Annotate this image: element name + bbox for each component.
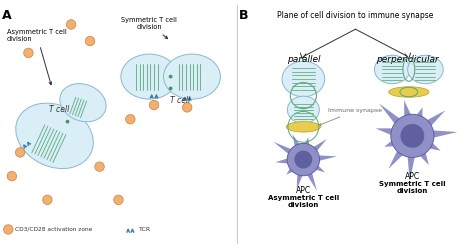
Polygon shape (317, 155, 337, 161)
Polygon shape (424, 110, 446, 128)
Circle shape (401, 124, 424, 148)
Text: B: B (239, 9, 249, 22)
Circle shape (43, 195, 52, 205)
Text: Plane of cell division to immune synapse: Plane of cell division to immune synapse (277, 11, 434, 20)
Text: A: A (2, 9, 12, 22)
Text: T cell: T cell (49, 105, 69, 114)
Polygon shape (297, 172, 303, 189)
Polygon shape (404, 100, 412, 119)
Polygon shape (388, 148, 405, 169)
Polygon shape (430, 130, 457, 138)
Ellipse shape (287, 96, 319, 124)
Polygon shape (384, 139, 397, 147)
Text: Symmetric T cell
division: Symmetric T cell division (379, 181, 446, 194)
Ellipse shape (16, 103, 93, 169)
Circle shape (15, 148, 25, 157)
Text: TCR: TCR (138, 227, 151, 232)
Text: perpendicular: perpendicular (376, 55, 439, 64)
Text: Asymmetric T cell
division: Asymmetric T cell division (268, 195, 339, 208)
Ellipse shape (389, 87, 429, 97)
Ellipse shape (164, 54, 220, 99)
Polygon shape (427, 141, 441, 151)
Circle shape (85, 36, 95, 46)
Polygon shape (273, 142, 293, 155)
Circle shape (294, 151, 312, 168)
Polygon shape (292, 134, 301, 148)
Polygon shape (379, 103, 402, 126)
Text: parallel: parallel (287, 55, 320, 64)
Text: Symmetric T cell
division: Symmetric T cell division (121, 17, 177, 39)
Polygon shape (415, 107, 422, 120)
Polygon shape (303, 137, 309, 147)
Text: Asymmetric T cell
division: Asymmetric T cell division (7, 29, 67, 85)
Circle shape (114, 195, 123, 205)
Circle shape (287, 143, 319, 176)
Circle shape (149, 100, 159, 110)
Text: Immune synapse: Immune synapse (319, 108, 383, 126)
Text: CD3/CD28 activation zone: CD3/CD28 activation zone (15, 227, 93, 232)
Ellipse shape (408, 55, 443, 84)
Circle shape (7, 171, 17, 181)
Polygon shape (314, 164, 325, 172)
Ellipse shape (60, 84, 106, 122)
Polygon shape (306, 171, 317, 191)
Circle shape (66, 20, 76, 29)
Circle shape (95, 162, 104, 171)
Text: T cell: T cell (170, 96, 190, 105)
Ellipse shape (121, 54, 178, 99)
Circle shape (391, 114, 434, 157)
Polygon shape (375, 128, 395, 136)
Polygon shape (418, 150, 429, 165)
Ellipse shape (374, 55, 410, 84)
Circle shape (126, 115, 135, 124)
Ellipse shape (286, 122, 320, 132)
Polygon shape (275, 158, 290, 164)
Circle shape (169, 75, 173, 79)
Circle shape (65, 120, 70, 124)
Circle shape (182, 103, 192, 112)
Ellipse shape (282, 61, 325, 97)
Polygon shape (286, 166, 295, 174)
Text: APC: APC (405, 172, 420, 181)
Polygon shape (311, 139, 327, 153)
Circle shape (169, 87, 173, 90)
Text: APC: APC (296, 186, 311, 195)
Circle shape (24, 48, 33, 58)
Circle shape (3, 225, 13, 234)
Polygon shape (407, 154, 415, 181)
